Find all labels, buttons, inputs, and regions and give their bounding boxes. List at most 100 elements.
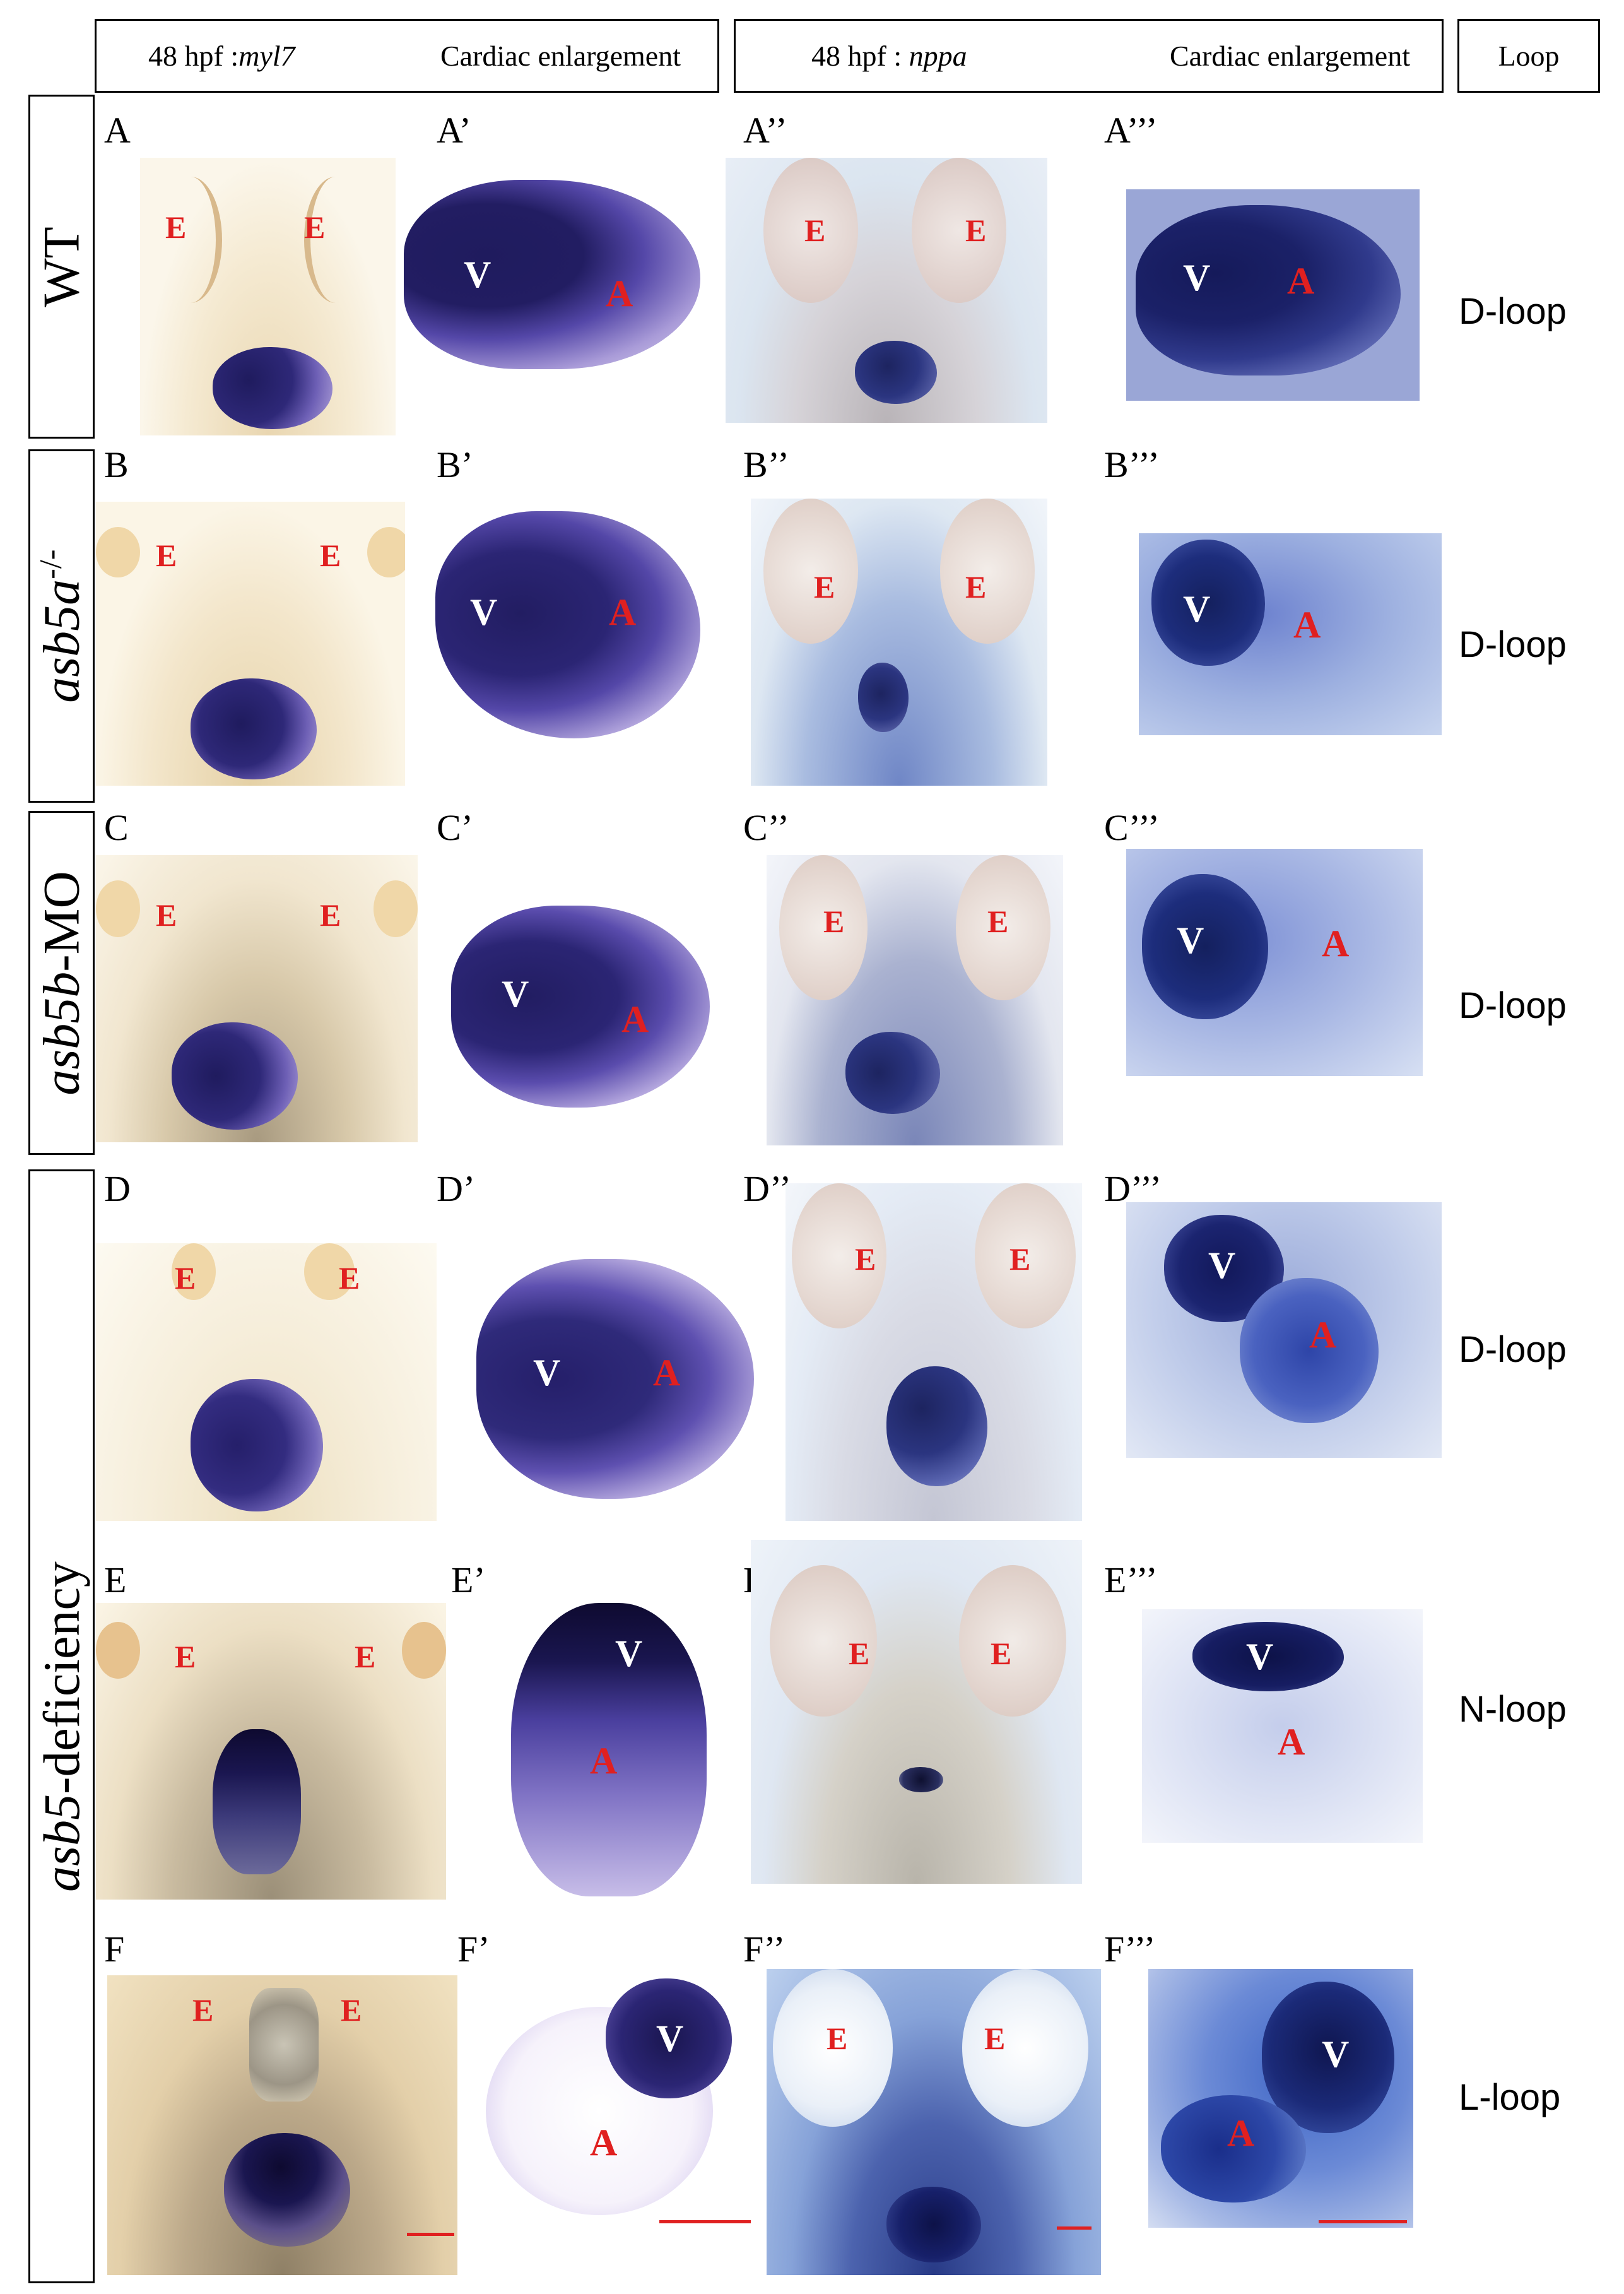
eye-right xyxy=(956,855,1050,1000)
panel-label-A1: A’ xyxy=(437,110,471,151)
header-myl7-title: Cardiac enlargement xyxy=(440,40,681,72)
label-V: V xyxy=(615,1633,643,1674)
panel-label-A: A xyxy=(104,110,131,151)
heart xyxy=(511,1603,707,1896)
image-A-myl7-overview: E E xyxy=(140,158,396,435)
label-E: E xyxy=(165,210,187,245)
header-nppa-stage: 48 hpf : nppa xyxy=(811,40,967,72)
scale-bar xyxy=(407,2233,454,2236)
loop-C: D-loop xyxy=(1459,985,1567,1026)
header-loop: Loop xyxy=(1457,19,1600,93)
image-C-nppa-enlargement: V A xyxy=(1126,849,1423,1076)
image-E-nppa-enlargement: V A xyxy=(1142,1609,1423,1843)
eye-left xyxy=(96,1622,140,1679)
label-V: V xyxy=(502,973,529,1015)
heart xyxy=(213,1729,301,1874)
label-V: V xyxy=(533,1352,561,1393)
row-label-wt-text: WT xyxy=(32,226,90,307)
heart xyxy=(1192,1622,1344,1691)
label-E: E xyxy=(320,538,341,573)
panel-label-F3: F’’’ xyxy=(1104,1929,1156,1970)
row-label-asb5a: asb5a-/- xyxy=(28,449,95,803)
label-V: V xyxy=(1183,588,1211,630)
image-A-nppa-enlargement: V A xyxy=(1126,189,1420,401)
panel-label-F2: F’’ xyxy=(743,1929,786,1970)
scale-bar xyxy=(1057,2226,1091,2230)
panel-label-C1: C’ xyxy=(437,807,473,848)
eye-left xyxy=(96,527,140,577)
label-E: E xyxy=(855,1241,876,1277)
label-E: E xyxy=(175,1639,196,1674)
row-label-wt: WT xyxy=(28,95,95,439)
image-C-nppa-overview: E E xyxy=(767,855,1063,1145)
panel-label-C2: C’’ xyxy=(743,807,790,848)
panel-label-A2: A’’ xyxy=(743,110,787,151)
eye-left xyxy=(779,855,868,1000)
label-E: E xyxy=(341,1992,362,2028)
label-V: V xyxy=(1246,1636,1274,1677)
label-V: V xyxy=(470,591,498,633)
label-E: E xyxy=(192,1992,214,2028)
scale-bar xyxy=(1319,2220,1407,2223)
heart xyxy=(451,906,710,1108)
loop-A: D-loop xyxy=(1459,291,1567,332)
row-label-asb5-text: asb5-deficiency xyxy=(32,1561,90,1892)
image-B-nppa-enlargement: V A xyxy=(1139,533,1442,735)
panel-label-E3: E’’’ xyxy=(1104,1559,1158,1600)
label-V: V xyxy=(1322,2033,1350,2075)
image-E-myl7-enlargement: V A xyxy=(505,1603,713,1900)
image-F-nppa-overview: E E xyxy=(767,1969,1101,2275)
row-label-asb5b-text: asb5b-MO xyxy=(32,870,90,1096)
heart xyxy=(845,1032,940,1114)
header-nppa: 48 hpf : nppa Cardiac enlargement xyxy=(734,19,1444,93)
image-E-nppa-overview: E E xyxy=(751,1540,1082,1884)
heart xyxy=(855,341,937,404)
panel-label-D: D xyxy=(104,1168,131,1209)
image-D-nppa-overview: E E xyxy=(786,1183,1082,1521)
label-E: E xyxy=(991,1636,1012,1671)
label-E: E xyxy=(304,210,326,245)
eye-left xyxy=(172,1243,216,1300)
eye-right xyxy=(304,1243,355,1300)
eye-right xyxy=(975,1183,1076,1328)
eye-left xyxy=(763,499,858,644)
image-D-myl7-overview: E E xyxy=(96,1243,437,1521)
eye-left xyxy=(763,158,858,303)
heart xyxy=(1142,874,1268,1019)
eye-left xyxy=(792,1183,886,1328)
label-E: E xyxy=(320,897,341,933)
header-myl7-stage: 48 hpf :myl7 xyxy=(148,40,295,72)
eye-right xyxy=(367,527,405,577)
label-A: A xyxy=(590,2122,618,2163)
image-B-myl7-overview: E E xyxy=(96,502,405,786)
eye-left xyxy=(773,1969,893,2127)
eye-right xyxy=(962,1969,1088,2127)
label-A: A xyxy=(1278,1721,1305,1763)
image-E-myl7-overview: E E xyxy=(96,1603,446,1900)
label-E: E xyxy=(987,904,1009,939)
label-V: V xyxy=(1208,1245,1236,1286)
panel-label-E1: E’ xyxy=(451,1559,486,1600)
label-E: E xyxy=(984,2021,1006,2056)
image-F-myl7-overview: E E xyxy=(107,1975,457,2275)
eye-right xyxy=(912,158,1006,303)
eye-left xyxy=(96,880,140,937)
loop-B: D-loop xyxy=(1459,624,1567,665)
heart xyxy=(435,511,700,738)
label-V: V xyxy=(1183,257,1211,299)
label-E: E xyxy=(849,1636,870,1671)
scale-bar xyxy=(659,2220,751,2223)
label-V: V xyxy=(656,2018,684,2059)
panel-label-B: B xyxy=(104,444,129,485)
loop-F: L-loop xyxy=(1459,2077,1561,2118)
label-E: E xyxy=(175,1260,196,1296)
panel-label-C3: C’’’ xyxy=(1104,807,1160,848)
image-D-myl7-enlargement: V A xyxy=(476,1259,760,1505)
label-E: E xyxy=(823,904,845,939)
image-B-myl7-enlargement: V A xyxy=(429,505,707,745)
panel-label-D2: D’’ xyxy=(743,1168,792,1209)
label-E: E xyxy=(827,2021,848,2056)
panel-label-B2: B’’ xyxy=(743,444,790,485)
heart xyxy=(858,663,909,732)
panel-label-D3: D’’’ xyxy=(1104,1168,1162,1209)
